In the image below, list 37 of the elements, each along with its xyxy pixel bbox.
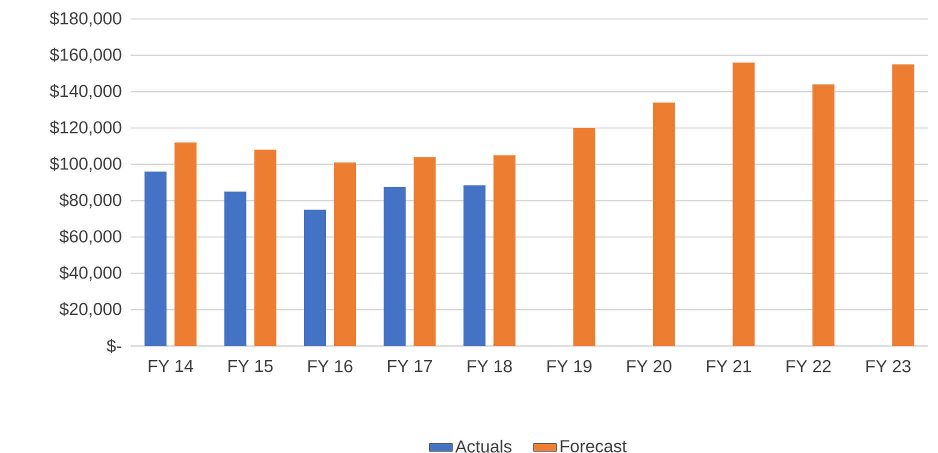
x-tick-label: FY 21 xyxy=(706,360,751,372)
bar xyxy=(304,210,326,346)
x-tick-label: FY 18 xyxy=(468,360,512,372)
bar xyxy=(652,102,675,346)
bar xyxy=(493,155,516,346)
bar xyxy=(174,142,197,346)
y-tick-label: $40,000 xyxy=(59,266,122,281)
bar xyxy=(812,84,834,346)
y-tick-label: $20,000 xyxy=(59,302,122,318)
y-tick-label: $180,000 xyxy=(50,11,122,27)
x-tick-label: FY 19 xyxy=(548,360,592,372)
y-tick-label: $80,000 xyxy=(59,193,122,208)
bar xyxy=(892,64,914,346)
bar xyxy=(573,128,596,346)
legend-label: Forecast xyxy=(560,440,627,452)
x-tick-label: FY 20 xyxy=(627,360,672,372)
x-tick-label: FY 22 xyxy=(786,360,831,372)
bar xyxy=(224,192,246,346)
legend-label: Actuals xyxy=(455,440,512,453)
bar xyxy=(334,162,356,346)
bar xyxy=(254,150,276,346)
x-tick-label: FY 23 xyxy=(866,360,911,372)
x-tick-label: FY 16 xyxy=(308,360,352,372)
y-tick-label: $60,000 xyxy=(59,229,122,245)
x-tick-label: FY 17 xyxy=(388,360,432,372)
y-tick-label: $100,000 xyxy=(50,156,122,172)
y-tick-label: $- xyxy=(106,338,122,354)
bar xyxy=(144,172,167,346)
y-tick-label: $140,000 xyxy=(50,84,122,100)
bar xyxy=(732,62,755,346)
bar xyxy=(414,157,436,346)
x-tick-label: FY 14 xyxy=(148,360,194,372)
bar xyxy=(384,187,406,346)
bar xyxy=(463,185,486,346)
x-tick-label: FY 15 xyxy=(228,360,273,372)
y-tick-label: $120,000 xyxy=(50,120,122,136)
y-tick-label: $160,000 xyxy=(50,48,122,63)
